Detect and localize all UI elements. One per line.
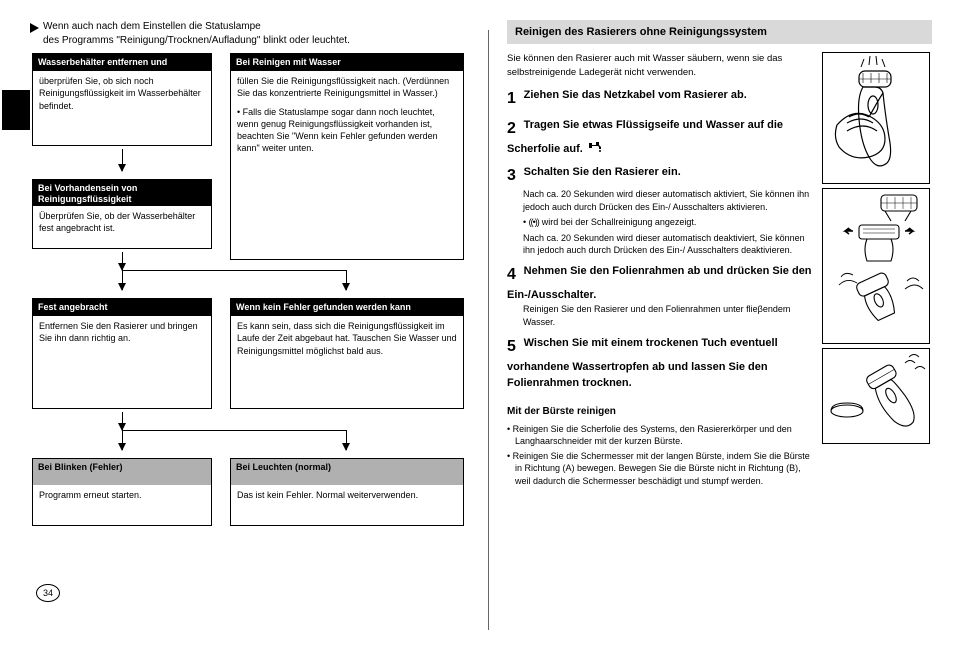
intro-paragraph: Sie können den Rasierer auch mit Wasser … [507, 52, 812, 81]
box-body: füllen Sie die Reinigungsflüssigkeit nac… [231, 71, 463, 259]
step-3: 3 Schalten Sie den Rasierer ein. Nach ca… [507, 164, 812, 257]
step-number: 5 [507, 335, 521, 359]
step-4: 4 Nehmen Sie den Folienrahmen ab und drü… [507, 263, 812, 329]
box-body: Entfernen Sie den Rasierer und bringen S… [33, 316, 211, 408]
flow-box-no-error: Wenn kein Fehler gefunden werden kann Es… [230, 298, 464, 409]
continuation-triangle [30, 23, 39, 33]
step-5: 5 Wischen Sie mit einem trockenen Tuch e… [507, 335, 812, 392]
flowchart: Wasserbehälter entfernen und überprüfen … [30, 53, 470, 598]
box-body: Programm erneut starten. [33, 485, 211, 525]
language-tab [2, 90, 30, 130]
box-head: Bei Leuchten (normal) [231, 459, 463, 485]
step-number: 4 [507, 263, 521, 287]
flow-line [122, 412, 123, 430]
section-heading: Reinigen des Rasierers ohne Reinigungssy… [507, 20, 932, 44]
box-body: Überprüfen Sie, ob der Wasserbehälter fe… [33, 206, 211, 248]
flow-box-fluid-present: Bei Vorhandensein von Reinigungsflüssigk… [32, 179, 212, 249]
box-head: Wasserbehälter entfernen und [33, 54, 211, 71]
box-head: Wenn kein Fehler gefunden werden kann [231, 299, 463, 316]
illustration-remove-rinse [822, 188, 930, 344]
column-divider [488, 30, 489, 630]
step-title: Wischen Sie mit einem trockenen Tuch eve… [507, 337, 778, 390]
step-number: 2 [507, 117, 521, 141]
box-body: Es kann sein, dass sich die Reinigungsfl… [231, 316, 463, 408]
bullet-item: • Reinigen Sie die Schermesser mit der l… [507, 450, 812, 488]
faucet-icon [588, 141, 604, 159]
step-title: Tragen Sie etwas Flüssigseife und Wasser… [507, 119, 783, 156]
step-body: Reinigen Sie den Rasierer und den Folien… [523, 303, 812, 328]
flow-line [122, 252, 123, 270]
subheading-brush: Mit der Bürste reinigen [507, 404, 812, 419]
page-number: 34 [36, 584, 60, 602]
flow-box-lit: Bei Leuchten (normal) Das ist kein Fehle… [230, 458, 464, 526]
steps-list: 1 Ziehen Sie das Netzkabel vom Rasierer … [507, 87, 812, 392]
flow-line [122, 430, 347, 431]
sonic-icon: ((•)) [529, 217, 539, 227]
flow-arrow [346, 430, 347, 450]
step-2: 2 Tragen Sie etwas Flüssigseife und Wass… [507, 117, 812, 159]
bullet-item: • Reinigen Sie die Scherfolie des System… [507, 423, 812, 448]
flow-arrow [122, 149, 123, 171]
box-head: Bei Reinigen mit Wasser [231, 54, 463, 71]
flow-arrow [122, 430, 123, 450]
illustration-dry [822, 348, 930, 444]
box-head: Fest angebracht [33, 299, 211, 316]
box-body: überprüfen Sie, ob sich noch Reinigungsf… [33, 71, 211, 145]
step-title: Ziehen Sie das Netzkabel vom Rasierer ab… [524, 89, 747, 101]
step-1: 1 Ziehen Sie das Netzkabel vom Rasierer … [507, 87, 812, 111]
box-head: Bei Blinken (Fehler) [33, 459, 211, 485]
step-number: 3 [507, 164, 521, 188]
flow-line [122, 270, 347, 271]
illustration-column [822, 52, 932, 490]
flow-arrow [122, 270, 123, 290]
intro-text: Wenn auch nach dem Einstellen die Status… [43, 20, 350, 47]
step-body: Nach ca. 20 Sekunden wird dieser automat… [523, 188, 812, 257]
flow-box-firmly-attached: Fest angebracht Entfernen Sie den Rasier… [32, 298, 212, 409]
step-title: Schalten Sie den Rasierer ein. [524, 166, 681, 178]
flow-box-blinking: Bei Blinken (Fehler) Programm erneut sta… [32, 458, 212, 526]
box-head: Bei Vorhandensein von Reinigungsflüssigk… [33, 180, 211, 206]
flow-arrow [346, 270, 347, 290]
illustration-apply-soap [822, 52, 930, 184]
flow-box-water-clean: Bei Reinigen mit Wasser füllen Sie die R… [230, 53, 464, 260]
flow-box-remove-tank: Wasserbehälter entfernen und überprüfen … [32, 53, 212, 146]
step-number: 1 [507, 87, 521, 111]
box-body: Das ist kein Fehler. Normal weiterverwen… [231, 485, 463, 525]
step-title: Nehmen Sie den Folienrahmen ab und drück… [507, 265, 812, 301]
